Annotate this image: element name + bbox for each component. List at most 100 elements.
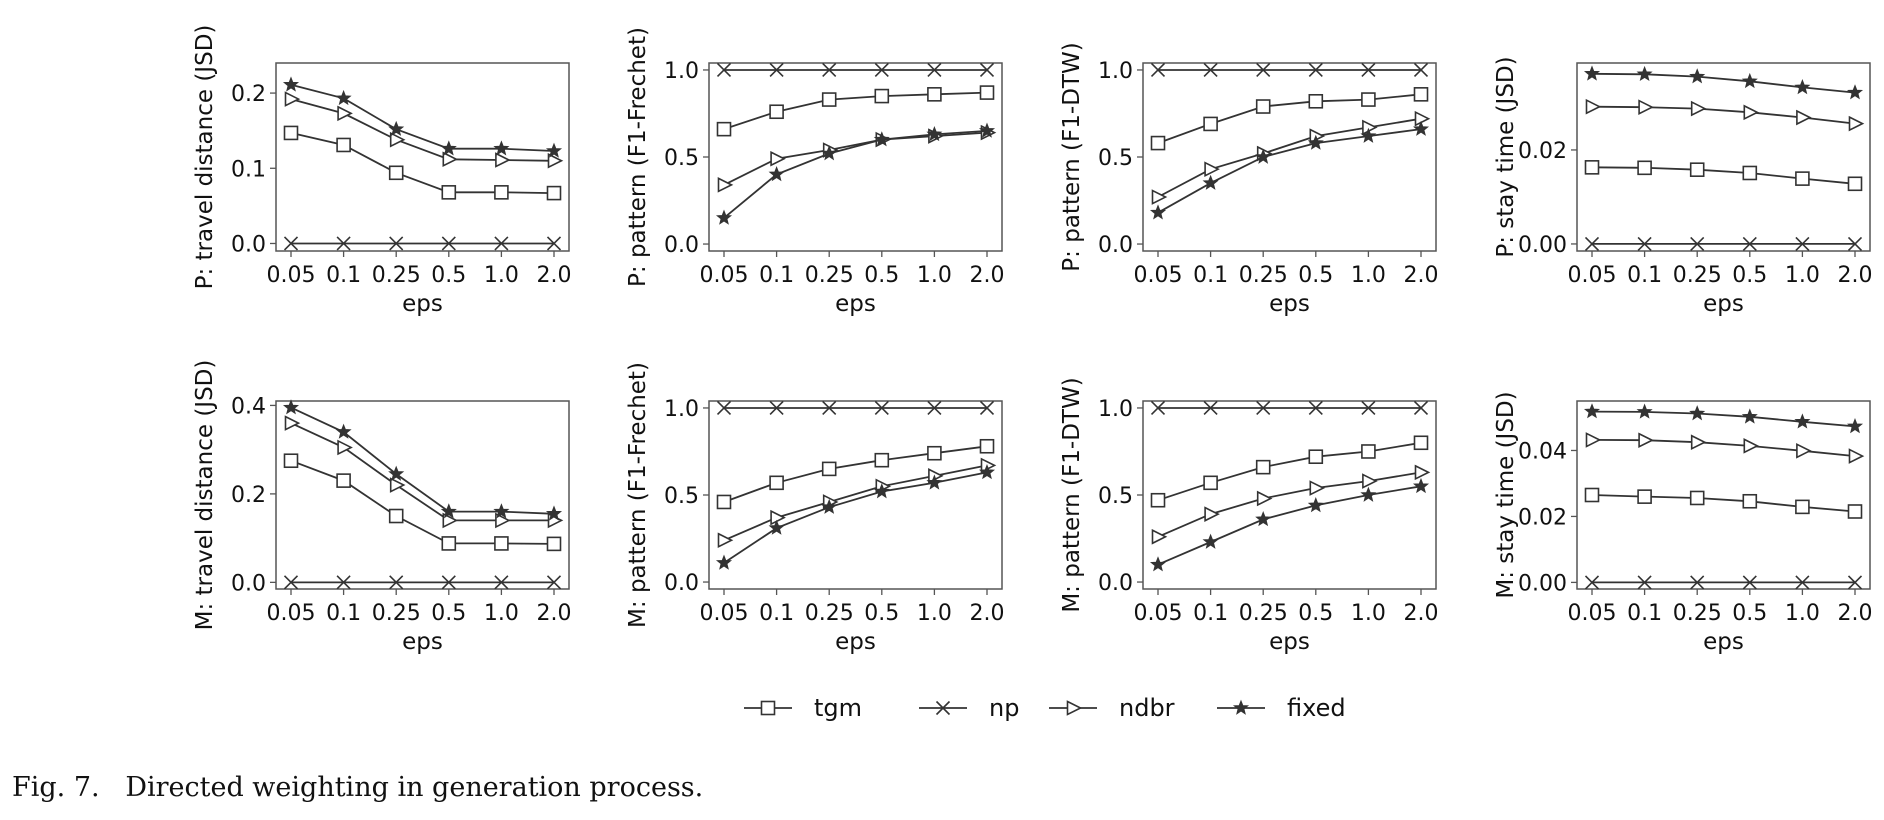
data-point-fixed (1741, 72, 1758, 89)
data-point-fixed (1846, 84, 1864, 100)
series-line-fixed (1157, 128, 1422, 214)
data-point-ndbr (1638, 99, 1654, 115)
series-line-tgm (1157, 441, 1422, 502)
y-tick-label: 0.5 (664, 146, 699, 171)
data-point-fixed (978, 122, 996, 138)
series-tgm (283, 125, 562, 201)
data-point-tgm (1308, 449, 1324, 465)
data-point-fixed (873, 131, 890, 147)
x-tick-label: 0.1 (1193, 263, 1228, 288)
x-tick-label: 0.05 (700, 263, 749, 288)
data-point-ndbr (442, 151, 459, 168)
x-tick-label: 0.05 (1568, 601, 1617, 626)
data-point-fixed (1583, 403, 1601, 419)
y-axis-label: P: pattern (F1-Frechet) (625, 27, 651, 287)
data-point-tgm (769, 104, 784, 120)
y-axis-label: M: stay time (JSD) (1493, 391, 1519, 598)
data-point-fixed (1794, 413, 1811, 429)
data-point-np (769, 400, 784, 416)
series-line-ndbr (290, 98, 555, 162)
data-point-tgm (769, 475, 784, 491)
data-point-np (1795, 236, 1810, 252)
data-point-fixed (1255, 148, 1272, 164)
data-point-tgm (1689, 490, 1705, 506)
y-tick-label: 0.1 (231, 157, 266, 182)
data-point-np (283, 575, 299, 590)
data-point-ndbr (1414, 110, 1431, 127)
series-line-ndbr (1157, 471, 1422, 538)
legend-label-ndbr: ndbr (1119, 694, 1175, 722)
data-point-fixed (1149, 204, 1167, 220)
data-point-tgm (979, 85, 995, 100)
series-fixed (715, 464, 996, 570)
data-point-ndbr (284, 415, 301, 431)
data-point-fixed (1255, 511, 1272, 527)
series-ndbr (284, 91, 564, 169)
data-point-tgm (283, 453, 299, 469)
data-point-fixed (1794, 79, 1811, 95)
data-point-fixed (1149, 556, 1167, 572)
data-point-fixed (926, 474, 943, 490)
data-point-np (441, 236, 456, 251)
series-line-ndbr (723, 131, 988, 186)
y-tick-label: 0.0 (231, 232, 266, 257)
data-point-ndbr (717, 532, 734, 549)
data-point-np (1150, 400, 1166, 416)
y-tick-label: 1.0 (664, 397, 699, 422)
x-tick-label: 0.25 (1239, 601, 1288, 626)
series-fixed (1583, 65, 1864, 100)
x-tick-label: 0.25 (372, 601, 421, 626)
data-point-ndbr (1690, 434, 1707, 451)
y-tick-label: 0.5 (1098, 146, 1133, 171)
x-tick-label: 0.05 (700, 601, 749, 626)
data-point-ndbr (1585, 432, 1602, 448)
subplot-5: 0.0 0.2 0.4 0.05 0.1 0.25 0.5 1.0 2.0 eps M: trave… (192, 360, 572, 655)
x-tick-label: 2.0 (1838, 601, 1873, 626)
data-point-tgm (1413, 87, 1429, 102)
data-point-tgm (1847, 176, 1863, 192)
x-tick-label: 1.0 (917, 601, 952, 626)
series-fixed (1149, 477, 1430, 572)
data-point-fixed (1360, 127, 1377, 143)
data-point-tgm (388, 508, 404, 524)
y-tick-label: 0.2 (231, 82, 266, 107)
data-point-np (441, 575, 456, 590)
x-tick-label: 0.1 (1193, 601, 1228, 626)
data-point-tgm (716, 494, 732, 510)
data-point-ndbr (1309, 480, 1326, 496)
data-point-np (494, 575, 509, 590)
y-axis-label: P: travel distance (JSD) (192, 25, 218, 290)
x-tick-label: 2.0 (1404, 263, 1439, 288)
legend-label-tgm: tgm (814, 694, 862, 722)
series-np (716, 400, 995, 416)
x-tick-label: 0.05 (267, 263, 316, 288)
data-point-np (822, 400, 837, 416)
legend-item-fixed: fixed (1217, 694, 1346, 722)
subplot-6: 0.0 0.5 1.0 0.05 0.1 0.25 0.5 1.0 2.0 eps M: patte… (625, 362, 1005, 655)
x-axis-label: eps (1703, 291, 1744, 317)
axes-frame (275, 62, 570, 252)
series-np (1584, 575, 1863, 590)
series-line-ndbr (723, 464, 988, 542)
data-point-ndbr (389, 477, 406, 493)
legend-label-np: np (989, 694, 1019, 722)
data-point-np (1847, 575, 1863, 590)
x-tick-label: 2.0 (537, 601, 572, 626)
x-tick-label: 1.0 (484, 601, 519, 626)
legend-marker-ndbr (1066, 700, 1083, 716)
data-point-np (1308, 62, 1323, 78)
y-tick-label: 0.5 (1098, 484, 1133, 509)
data-point-tgm (1742, 493, 1758, 509)
y-tick-label: 0.00 (1518, 233, 1567, 258)
data-point-ndbr (1204, 506, 1220, 522)
y-tick-label: 0.0 (1098, 233, 1133, 258)
series-line-fixed (290, 406, 555, 515)
x-tick-label: 0.1 (1627, 601, 1662, 626)
x-axis-label: eps (835, 291, 876, 317)
series-np (716, 62, 995, 78)
data-point-tgm (1150, 492, 1166, 508)
data-point-fixed (1307, 134, 1324, 150)
data-point-fixed (282, 399, 300, 415)
y-axis-label: M: pattern (F1-Frechet) (625, 362, 651, 628)
